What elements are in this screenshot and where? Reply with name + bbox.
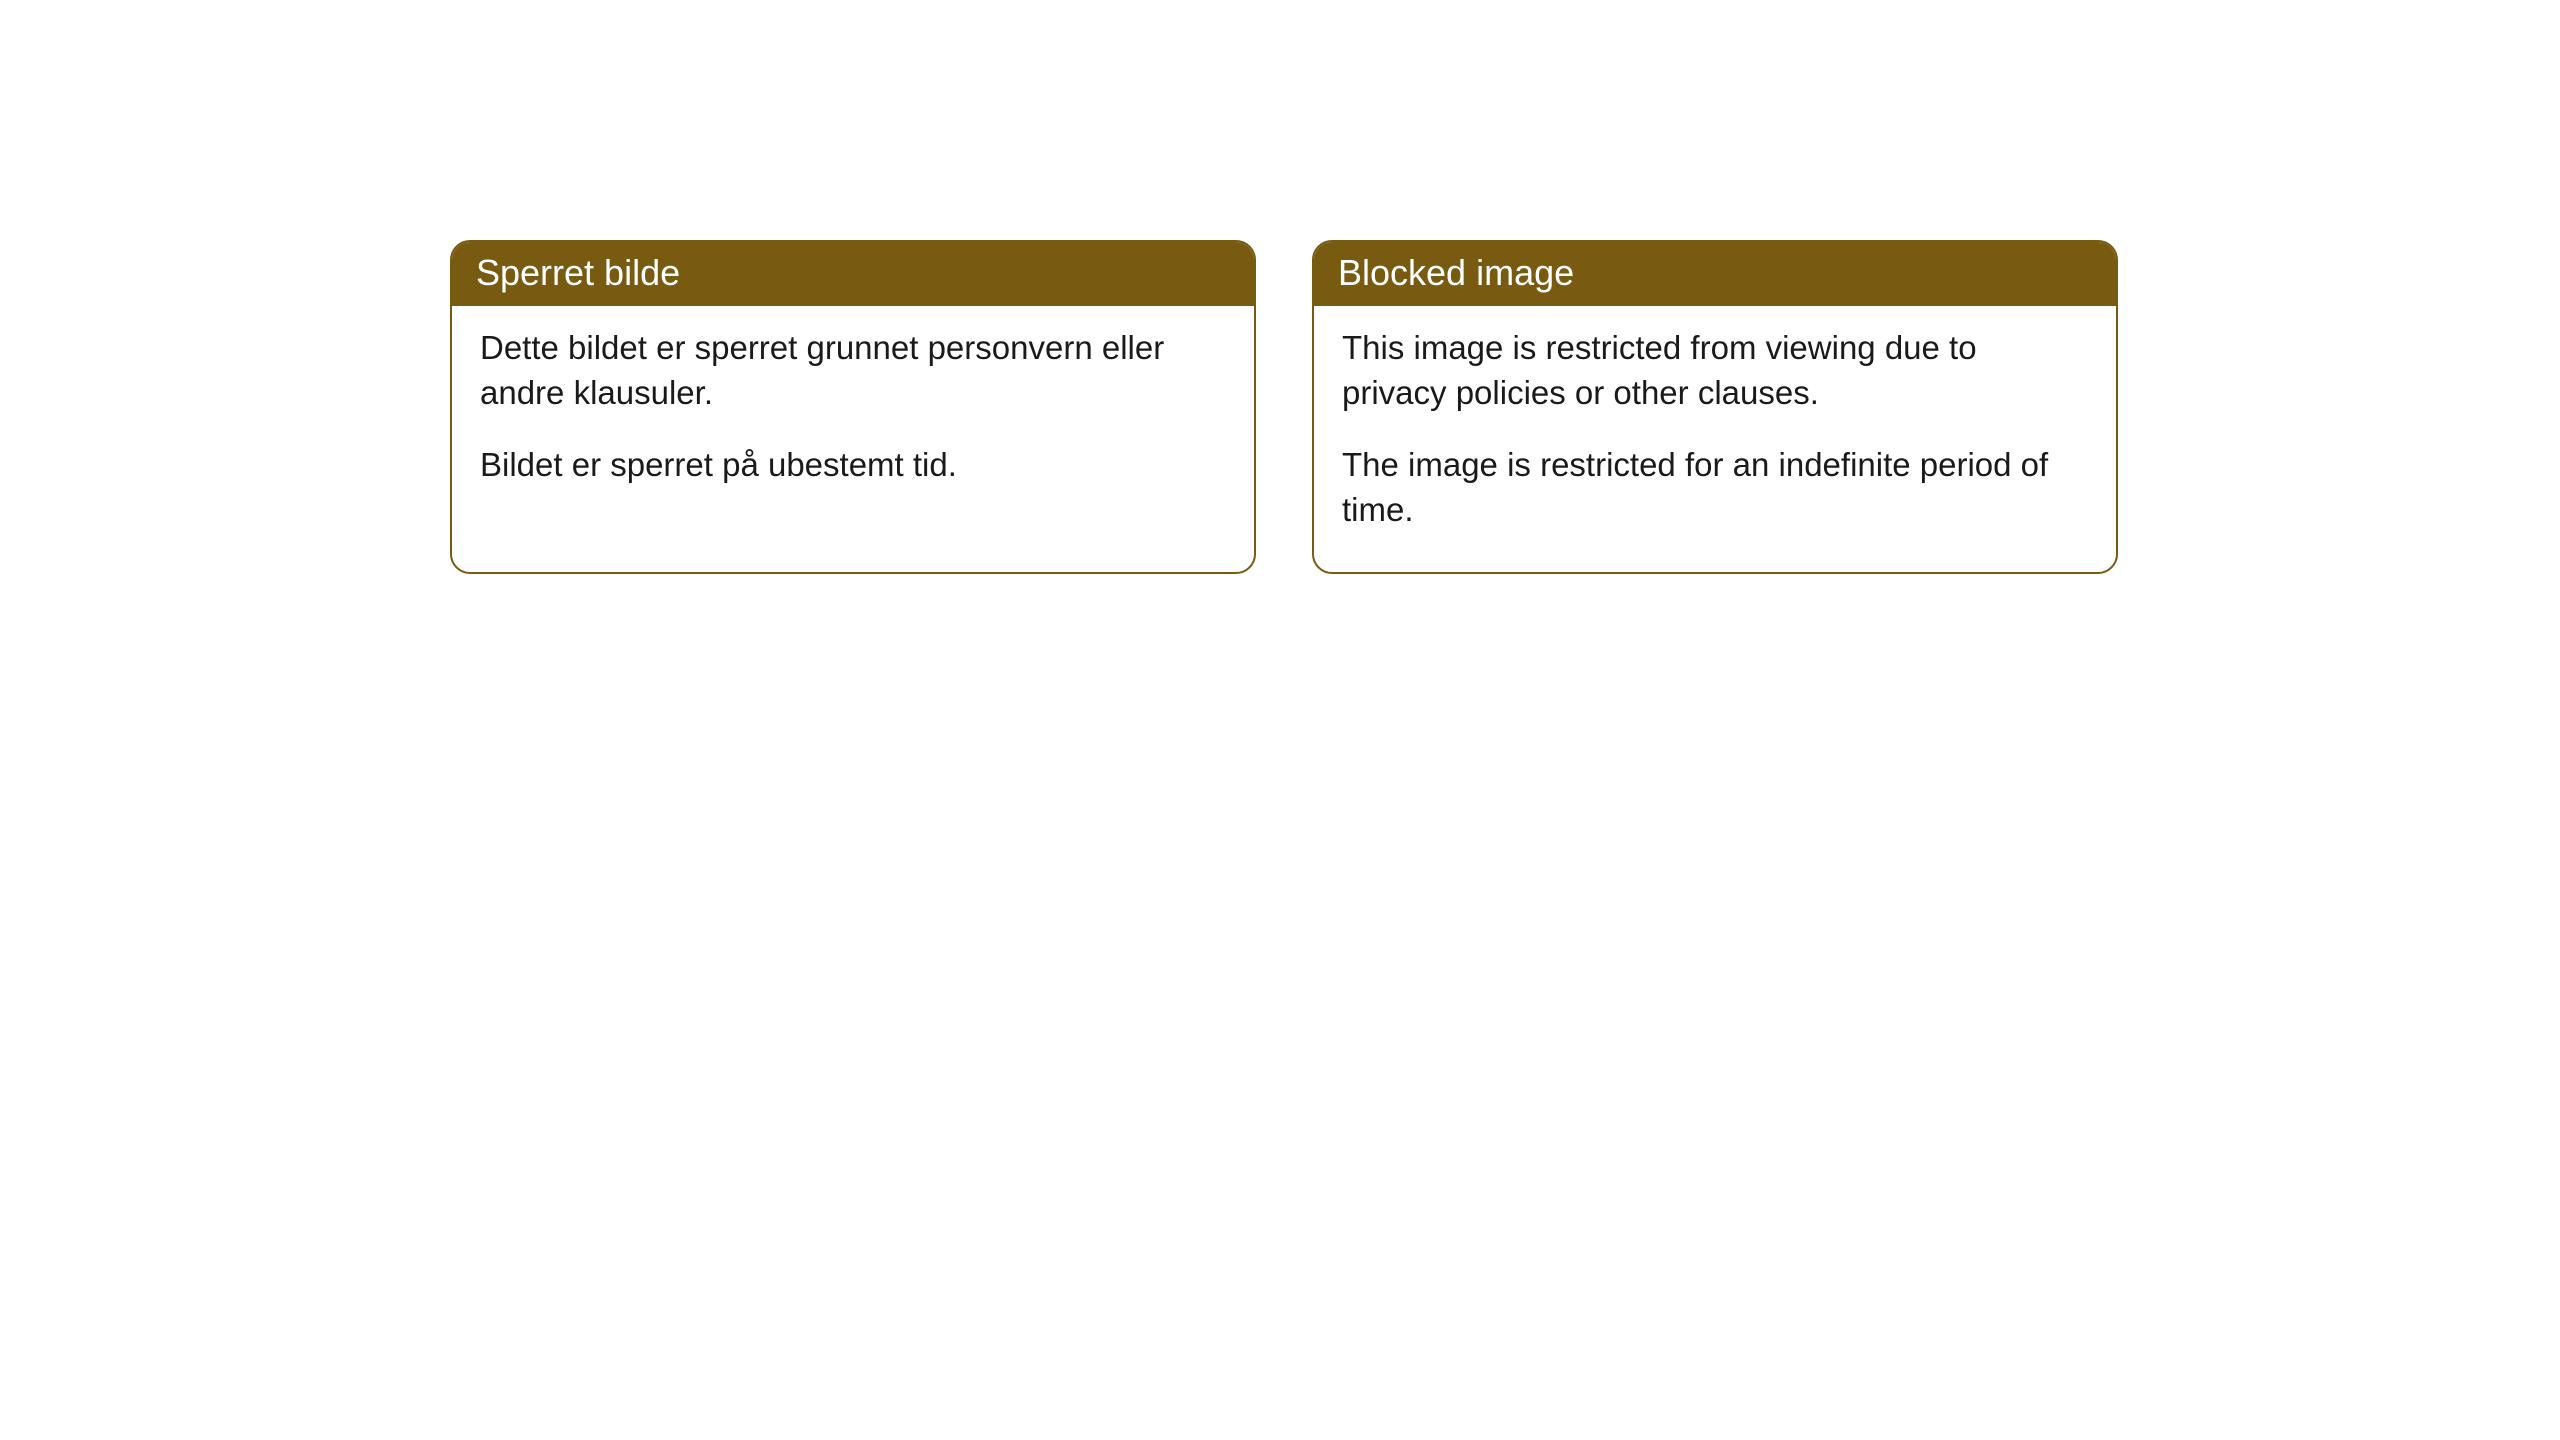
notice-card-norwegian: Sperret bilde Dette bildet er sperret gr…: [450, 240, 1256, 574]
card-body: This image is restricted from viewing du…: [1314, 306, 2116, 572]
card-header: Blocked image: [1314, 242, 2116, 306]
card-paragraph: This image is restricted from viewing du…: [1342, 326, 2088, 415]
card-paragraph: The image is restricted for an indefinit…: [1342, 443, 2088, 532]
card-header: Sperret bilde: [452, 242, 1254, 306]
card-body: Dette bildet er sperret grunnet personve…: [452, 306, 1254, 528]
card-paragraph: Dette bildet er sperret grunnet personve…: [480, 326, 1226, 415]
card-paragraph: Bildet er sperret på ubestemt tid.: [480, 443, 1226, 488]
notice-card-english: Blocked image This image is restricted f…: [1312, 240, 2118, 574]
notice-cards-container: Sperret bilde Dette bildet er sperret gr…: [450, 240, 2560, 574]
